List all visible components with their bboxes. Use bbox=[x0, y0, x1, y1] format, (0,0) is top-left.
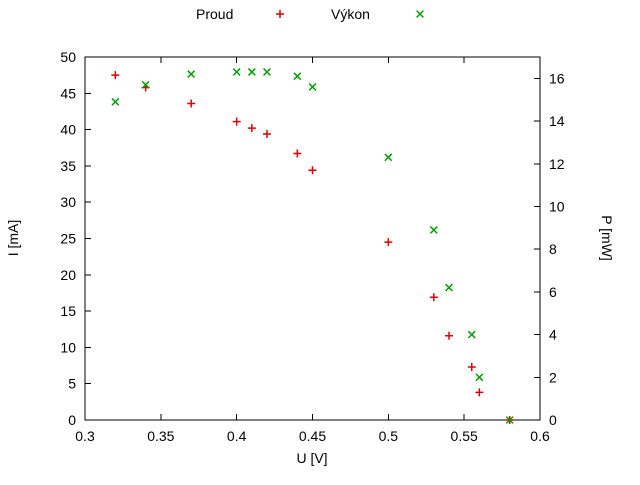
legend-plus-marker-icon bbox=[276, 10, 284, 18]
legend-cross-marker-icon bbox=[416, 10, 424, 18]
y2-tick-label: 2 bbox=[549, 369, 557, 385]
legend-label-vykon: Výkon bbox=[331, 6, 370, 22]
data-point-series-1 bbox=[475, 373, 484, 382]
x-tick-label: 0.4 bbox=[227, 428, 247, 444]
data-point-series-0 bbox=[467, 363, 476, 372]
legend-label-proud: Proud bbox=[196, 6, 233, 22]
y-tick-label: 15 bbox=[60, 303, 76, 319]
x-tick-label: 0.6 bbox=[530, 428, 550, 444]
x-tick-label: 0.45 bbox=[299, 428, 326, 444]
y-tick-label: 50 bbox=[60, 49, 76, 65]
x-tick-label: 0.3 bbox=[75, 428, 95, 444]
y2-tick-label: 0 bbox=[549, 412, 557, 428]
y2-tick-label: 14 bbox=[549, 113, 565, 129]
data-point-series-1 bbox=[187, 70, 196, 79]
data-point-series-1 bbox=[263, 68, 271, 76]
y-tick-label: 20 bbox=[60, 267, 76, 283]
data-point-series-1 bbox=[467, 330, 476, 339]
y-tick-label: 30 bbox=[60, 194, 76, 210]
data-point-series-1 bbox=[384, 153, 393, 162]
data-point-series-1 bbox=[293, 72, 302, 81]
data-point-series-0 bbox=[308, 166, 317, 175]
y-axis-label: I [mA] bbox=[5, 220, 21, 257]
data-point-series-1 bbox=[308, 82, 317, 91]
x-tick-label: 0.5 bbox=[379, 428, 399, 444]
y-tick-label: 35 bbox=[60, 158, 76, 174]
data-point-series-0 bbox=[475, 388, 484, 397]
data-point-series-0 bbox=[111, 71, 120, 80]
y-tick-label: 40 bbox=[60, 122, 76, 138]
x-axis-label: U [V] bbox=[296, 450, 327, 466]
data-point-series-1 bbox=[445, 283, 453, 292]
y2-tick-label: 8 bbox=[549, 241, 557, 257]
data-point-series-1 bbox=[232, 68, 241, 76]
y-tick-label: 5 bbox=[68, 376, 76, 392]
y-tick-label: 45 bbox=[60, 85, 76, 101]
y-tick-label: 10 bbox=[60, 339, 76, 355]
data-point-series-0 bbox=[384, 238, 393, 247]
data-point-series-1 bbox=[141, 80, 150, 89]
x-tick-label: 0.35 bbox=[147, 428, 174, 444]
data-point-series-0 bbox=[293, 149, 302, 158]
y2-tick-label: 6 bbox=[549, 284, 557, 300]
data-point-series-1 bbox=[429, 226, 438, 234]
data-point-series-1 bbox=[505, 416, 514, 424]
data-point-series-0 bbox=[263, 129, 271, 138]
data-point-series-0 bbox=[232, 117, 241, 126]
data-point-series-1 bbox=[111, 97, 120, 106]
data-point-series-1 bbox=[247, 68, 256, 76]
data-point-series-0 bbox=[247, 124, 256, 133]
y2-tick-label: 10 bbox=[549, 198, 565, 214]
data-point-series-0 bbox=[187, 99, 196, 108]
data-point-series-0 bbox=[445, 331, 453, 340]
data-point-series-0 bbox=[429, 293, 438, 302]
y2-tick-label: 12 bbox=[549, 156, 565, 172]
y-tick-label: 0 bbox=[68, 412, 76, 428]
plot-generated-layer: 0.3 0.35 0.4 0.45 0.5 0.55 0.60510152025303540… bbox=[60, 10, 565, 444]
y2-axis-label: P [mW] bbox=[599, 215, 615, 261]
y2-tick-label: 4 bbox=[549, 327, 557, 343]
y-tick-label: 25 bbox=[60, 231, 76, 247]
y2-tick-label: 16 bbox=[549, 70, 565, 86]
x-tick-label: 0.55 bbox=[451, 428, 478, 444]
